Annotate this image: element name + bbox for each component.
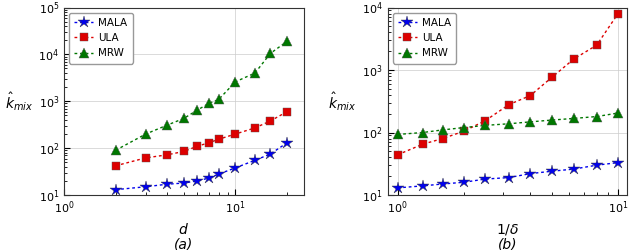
ULA [215, 138, 223, 141]
ULA [570, 58, 578, 60]
MRW [267, 52, 275, 55]
MRW [593, 115, 600, 118]
ULA [112, 164, 120, 167]
Text: (a): (a) [174, 238, 193, 250]
MRW [193, 108, 201, 112]
MRW [505, 122, 513, 125]
Legend: MALA, ULA, MRW: MALA, ULA, MRW [69, 13, 132, 64]
MALA [267, 152, 275, 156]
ULA [205, 141, 212, 144]
MRW [439, 128, 447, 132]
ULA [193, 145, 201, 148]
ULA [142, 156, 150, 159]
MALA [439, 182, 447, 186]
ULA [439, 137, 447, 140]
Y-axis label: $\hat{k}_{mix}$: $\hat{k}_{mix}$ [328, 90, 356, 112]
MALA [112, 188, 120, 191]
ULA [163, 153, 171, 156]
MRW [284, 40, 291, 43]
MRW [112, 149, 120, 152]
MRW [251, 72, 259, 74]
MALA [394, 186, 401, 190]
ULA [460, 130, 468, 133]
MALA [614, 161, 622, 164]
MALA [193, 180, 201, 182]
MRW [419, 131, 427, 134]
MRW [215, 98, 223, 101]
MRW [142, 132, 150, 136]
Y-axis label: $\hat{k}_{mix}$: $\hat{k}_{mix}$ [4, 90, 33, 112]
MALA [251, 159, 259, 162]
MRW [163, 124, 171, 126]
ULA [614, 12, 622, 15]
Legend: MALA, ULA, MRW: MALA, ULA, MRW [393, 13, 456, 64]
MALA [481, 178, 489, 180]
MRW [180, 117, 188, 120]
ULA [180, 150, 188, 153]
ULA [232, 132, 239, 136]
MALA [232, 166, 239, 169]
ULA [593, 44, 600, 47]
MRW [570, 117, 578, 120]
ULA [527, 94, 534, 97]
X-axis label: $d$: $d$ [179, 222, 189, 237]
ULA [284, 110, 291, 113]
MALA [142, 185, 150, 188]
MALA [180, 182, 188, 184]
Line: MRW: MRW [393, 108, 623, 139]
Line: ULA: ULA [394, 10, 622, 158]
MALA [419, 184, 427, 187]
ULA [394, 153, 401, 156]
MRW [548, 118, 556, 122]
Text: (b): (b) [498, 238, 517, 250]
MRW [232, 80, 239, 83]
ULA [505, 103, 513, 106]
ULA [548, 76, 556, 79]
MALA [593, 164, 600, 167]
MRW [614, 112, 622, 114]
MALA [505, 176, 513, 179]
ULA [251, 126, 259, 130]
MALA [570, 168, 578, 170]
MALA [205, 176, 212, 180]
ULA [481, 119, 489, 122]
MALA [548, 170, 556, 173]
MRW [394, 133, 401, 136]
MRW [481, 124, 489, 127]
MALA [215, 172, 223, 176]
MRW [205, 102, 212, 105]
MALA [284, 141, 291, 144]
ULA [267, 120, 275, 122]
MALA [460, 181, 468, 184]
MALA [527, 172, 534, 175]
X-axis label: $1/\delta$: $1/\delta$ [496, 222, 519, 237]
Line: MALA: MALA [392, 156, 625, 194]
Line: ULA: ULA [112, 108, 291, 170]
Line: MALA: MALA [109, 136, 293, 196]
ULA [419, 143, 427, 146]
Line: MRW: MRW [111, 37, 292, 155]
MRW [527, 120, 534, 123]
MALA [163, 183, 171, 186]
MRW [460, 126, 468, 129]
